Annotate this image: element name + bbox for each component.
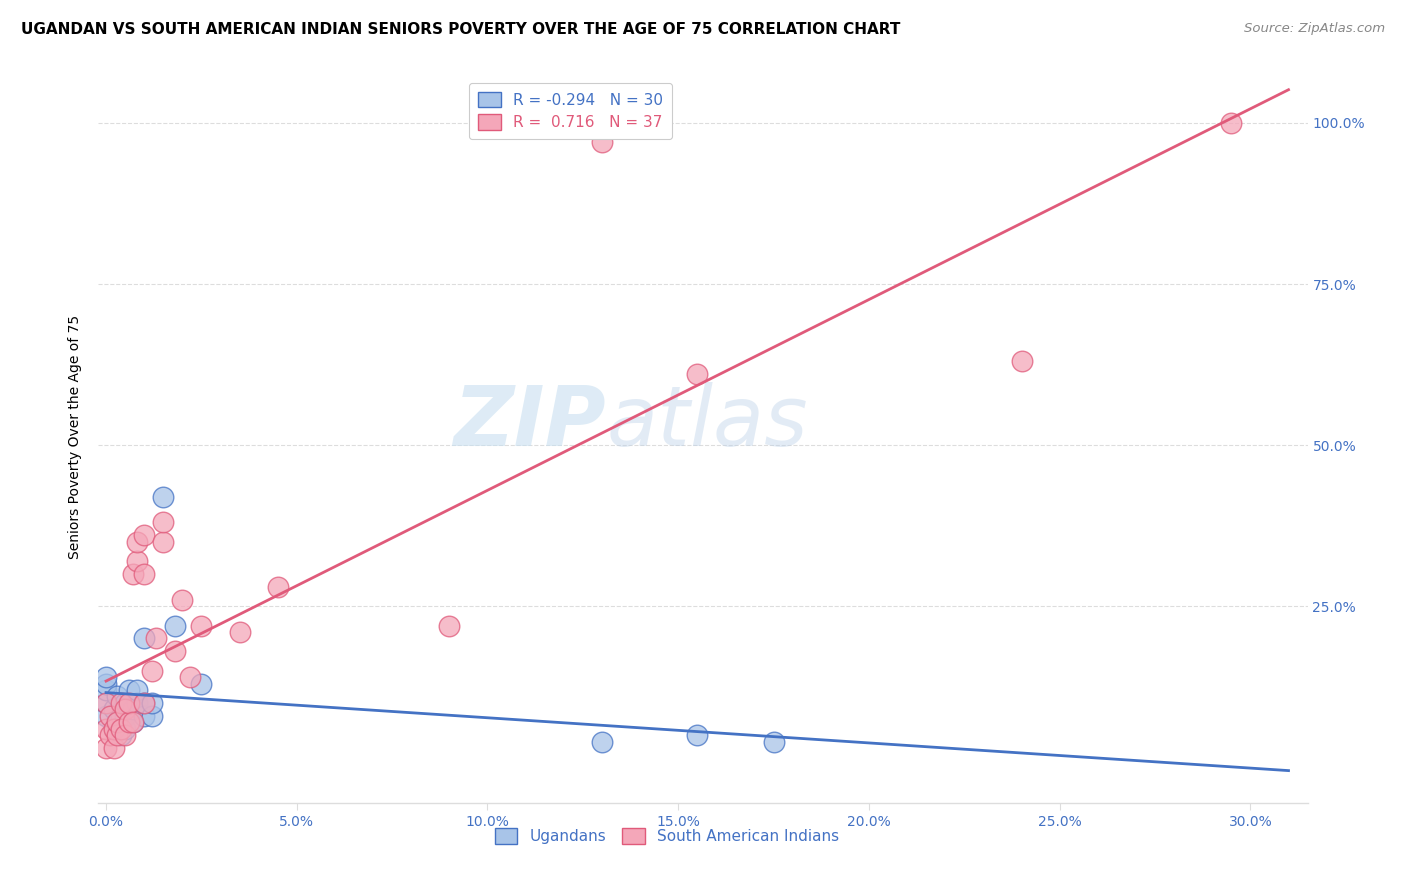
Point bbox=[110, 728, 132, 742]
Point bbox=[172, 592, 194, 607]
Point bbox=[94, 708, 117, 723]
Point bbox=[179, 670, 201, 684]
Point bbox=[121, 567, 143, 582]
Point bbox=[121, 715, 143, 730]
Point bbox=[152, 490, 174, 504]
Point bbox=[110, 722, 132, 736]
Point bbox=[98, 728, 121, 742]
Point bbox=[591, 734, 613, 748]
Point bbox=[114, 728, 136, 742]
Point bbox=[107, 715, 129, 730]
Point bbox=[145, 632, 167, 646]
Text: atlas: atlas bbox=[606, 382, 808, 463]
Point bbox=[163, 644, 186, 658]
Point bbox=[141, 708, 163, 723]
Point bbox=[686, 368, 709, 382]
Point bbox=[141, 664, 163, 678]
Point bbox=[94, 670, 117, 684]
Point bbox=[134, 708, 156, 723]
Point bbox=[103, 722, 125, 736]
Point bbox=[152, 516, 174, 530]
Point bbox=[134, 528, 156, 542]
Point bbox=[439, 618, 461, 632]
Point bbox=[125, 696, 148, 710]
Point bbox=[163, 618, 186, 632]
Point bbox=[107, 690, 129, 704]
Point bbox=[141, 696, 163, 710]
Point bbox=[103, 702, 125, 716]
Point bbox=[134, 567, 156, 582]
Point bbox=[134, 696, 156, 710]
Point bbox=[591, 135, 613, 149]
Point bbox=[121, 702, 143, 716]
Point bbox=[114, 722, 136, 736]
Point bbox=[94, 683, 117, 698]
Point bbox=[125, 683, 148, 698]
Point bbox=[98, 708, 121, 723]
Point bbox=[134, 696, 156, 710]
Point bbox=[94, 696, 117, 710]
Y-axis label: Seniors Poverty Over the Age of 75: Seniors Poverty Over the Age of 75 bbox=[69, 315, 83, 559]
Point bbox=[190, 676, 212, 690]
Point bbox=[114, 708, 136, 723]
Point bbox=[110, 696, 132, 710]
Point bbox=[103, 741, 125, 756]
Point bbox=[114, 696, 136, 710]
Point bbox=[107, 728, 129, 742]
Point bbox=[125, 534, 148, 549]
Point bbox=[118, 683, 141, 698]
Point bbox=[118, 696, 141, 710]
Point bbox=[114, 702, 136, 716]
Point bbox=[686, 728, 709, 742]
Point bbox=[94, 741, 117, 756]
Point bbox=[94, 676, 117, 690]
Point bbox=[94, 696, 117, 710]
Point bbox=[1011, 354, 1033, 368]
Point bbox=[118, 715, 141, 730]
Point bbox=[1220, 116, 1243, 130]
Point bbox=[134, 632, 156, 646]
Point bbox=[190, 618, 212, 632]
Point bbox=[110, 708, 132, 723]
Point bbox=[762, 734, 785, 748]
Text: ZIP: ZIP bbox=[454, 382, 606, 463]
Point bbox=[267, 580, 290, 594]
Legend: Ugandans, South American Indians: Ugandans, South American Indians bbox=[488, 822, 845, 850]
Point bbox=[228, 625, 250, 640]
Text: Source: ZipAtlas.com: Source: ZipAtlas.com bbox=[1244, 22, 1385, 36]
Point bbox=[107, 715, 129, 730]
Text: UGANDAN VS SOUTH AMERICAN INDIAN SENIORS POVERTY OVER THE AGE OF 75 CORRELATION : UGANDAN VS SOUTH AMERICAN INDIAN SENIORS… bbox=[21, 22, 900, 37]
Point bbox=[152, 534, 174, 549]
Point bbox=[121, 715, 143, 730]
Point bbox=[94, 722, 117, 736]
Point bbox=[103, 722, 125, 736]
Point bbox=[125, 554, 148, 568]
